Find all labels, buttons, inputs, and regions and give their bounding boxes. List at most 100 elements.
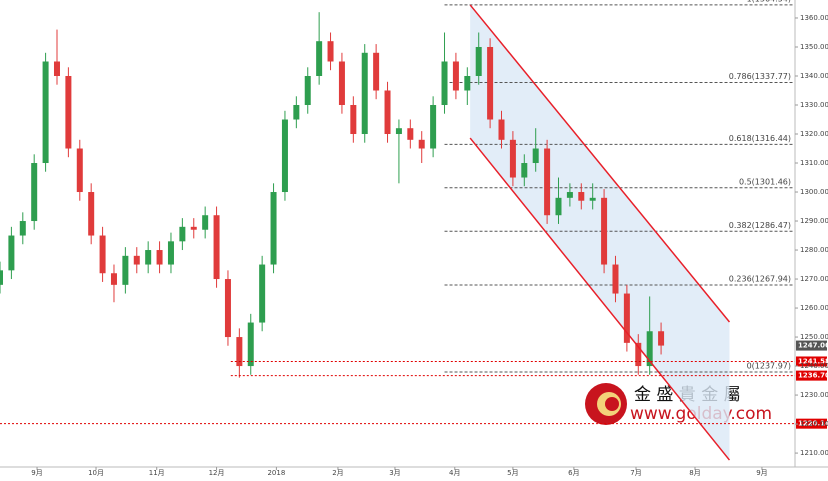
candle-body [407,128,414,140]
x-tick-label: 7月 [630,469,641,477]
candle-body [521,163,528,178]
y-tick-label: 1220.00 [800,420,828,428]
candle-body [19,221,26,236]
candle-body [338,61,345,106]
channel-line [469,137,731,461]
candle-body [475,46,482,76]
candle-body [31,163,38,222]
y-tick-label: 1350.00 [800,43,828,51]
candle-body [623,293,630,343]
x-tick-label: 12月 [209,469,225,477]
fib-label: 1(1364.54) [747,0,791,3]
x-tick-label: 4月 [449,469,460,477]
candle-body [88,192,95,236]
x-tick-label: 10月 [88,469,104,477]
candle-body [156,250,163,265]
price-tag [796,356,827,367]
candle-body [635,342,642,367]
y-tick-label: 1260.00 [800,304,828,312]
candle-body [8,235,15,271]
candle-body [167,241,174,265]
fib-label: 0.786(1337.77) [729,72,791,81]
x-tick-label: 3月 [389,469,400,477]
candle-body [441,61,448,106]
candle-body [145,250,152,265]
channel-fill [470,4,730,461]
last-price-tag [796,340,827,351]
candle-body [395,128,402,135]
x-tick-label: 6月 [568,469,579,477]
candle-body [133,255,140,265]
y-tick-label: 1280.00 [800,246,828,254]
watermark-logo [585,383,627,425]
candle-body [316,41,323,76]
fib-label: 0.236(1267.94) [729,275,791,284]
candle-body [247,322,254,367]
candle-body [179,226,186,242]
candle-body [304,75,311,106]
x-tick-label: 2018 [267,469,285,477]
fib-label: 0.382(1286.47) [729,221,791,230]
candle-body [190,226,197,230]
y-tick-label: 1300.00 [800,188,828,196]
candle-body [76,148,83,193]
price-tag-label: 1241.58 [798,357,828,365]
y-tick-label: 1270.00 [800,275,828,283]
candle-body [65,75,72,149]
price-tag-label: 1236.70 [798,372,828,380]
candle-body [555,197,562,216]
candle-body [601,197,608,265]
candle-body [418,139,425,149]
candle-body [464,75,471,91]
channel-line [469,4,731,323]
candle-body [544,148,551,216]
candle-body [202,215,209,230]
candle-body [509,139,516,178]
candle-body [281,119,288,193]
y-tick-label: 1320.00 [800,130,828,138]
y-tick-label: 1310.00 [800,159,828,167]
candle-body [361,52,368,135]
x-tick-label: 5月 [507,469,518,477]
y-tick-label: 1250.00 [800,333,828,341]
y-tick-label: 1230.00 [800,391,828,399]
candle-body [270,192,277,265]
candle-body [384,90,391,135]
y-tick-label: 1240.00 [800,362,828,370]
x-tick-label: 9月 [31,469,42,477]
x-tick-label: 11月 [149,469,165,477]
price-tag-label: 1220.14 [798,420,828,428]
y-tick-label: 1210.00 [800,449,828,457]
candle-body [430,105,437,149]
candle-body [566,192,573,198]
candle-body [122,255,129,285]
candle-body [236,337,243,367]
last-price-label: 1247.06 [798,342,828,350]
y-tick-label: 1330.00 [800,101,828,109]
y-tick-label: 1290.00 [800,217,828,225]
candle-body [224,279,231,338]
candle-body [327,41,334,62]
fib-label: 0.618(1316.44) [729,134,791,143]
candle-body [589,197,596,201]
x-tick-label: 9月 [756,469,767,477]
candle-body [487,46,494,120]
price-tag [796,418,827,429]
candle-body [373,52,380,91]
candle-body [532,148,539,164]
candle-body [99,235,106,274]
candle-body [612,264,619,294]
fib-label: 0(1237.97) [747,361,791,370]
x-tick-label: 8月 [689,469,700,477]
candle-body [213,215,220,280]
candle-body [350,105,357,135]
candle-body [658,331,665,346]
candle-body [53,61,60,76]
x-tick-label: 2月 [332,469,343,477]
candle-body [498,119,505,140]
candle-body [578,192,585,201]
y-tick-label: 1360.00 [800,14,828,22]
candle-body [646,331,653,367]
fib-label: 0.5(1301.46) [739,177,791,186]
candle-body [110,273,117,285]
